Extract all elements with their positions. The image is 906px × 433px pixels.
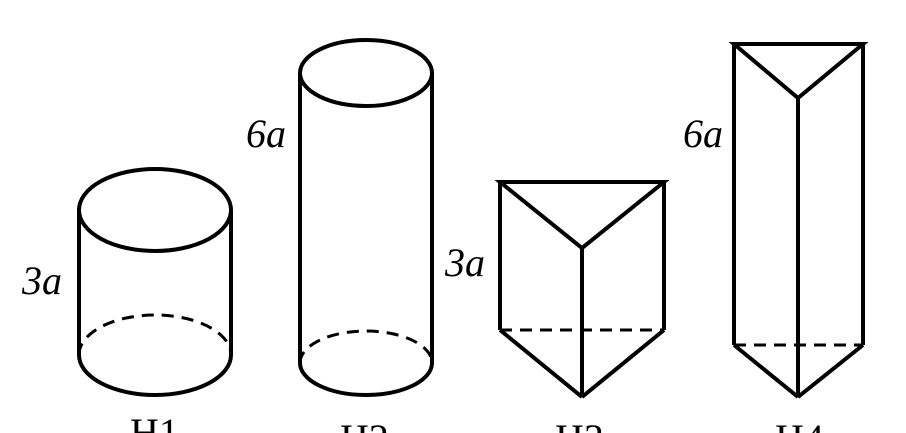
- h2-top-ellipse: [298, 38, 434, 108]
- h1-caption: H1: [130, 410, 179, 433]
- h3-bottom-right-edge: [580, 328, 666, 399]
- h1-top-ellipse: [77, 167, 233, 253]
- h4-caption: H4: [775, 416, 824, 433]
- h3-bottom-left-edge: [498, 328, 584, 399]
- h4-height-label: 6a: [683, 111, 723, 156]
- h1-height-label: 3a: [21, 258, 62, 303]
- h2-caption: H2: [340, 416, 389, 433]
- h4-bottom-right-edge: [796, 343, 865, 399]
- figure-h1-cylinder: 3a H1: [21, 167, 233, 433]
- figure-h3-prism: 3a H3: [444, 180, 670, 433]
- h3-caption: H3: [555, 416, 604, 433]
- h3-top-face: [494, 180, 670, 251]
- h3-height-label: 3a: [444, 240, 485, 285]
- h4-bottom-left-edge: [732, 343, 800, 399]
- figure-h4-prism: 6a H4: [683, 42, 869, 433]
- h2-bottom-front-arc: [298, 362, 434, 397]
- h1-bottom-front-arc: [77, 354, 233, 397]
- h2-bottom-back-arc: [298, 329, 434, 364]
- h1-bottom-back-arc: [77, 313, 233, 356]
- figure-h2-cylinder: 6a H2: [246, 38, 434, 433]
- h4-top-face: [728, 42, 869, 101]
- h2-height-label: 6a: [246, 111, 286, 156]
